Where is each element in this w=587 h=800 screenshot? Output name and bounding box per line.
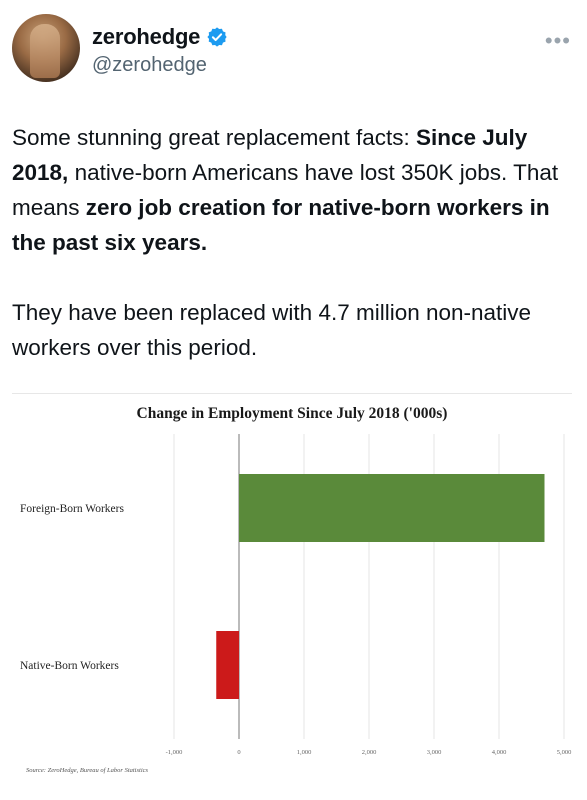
tweet-text: Some stunning great replacement facts: S… [12, 120, 572, 365]
x-tick-label: 5,000 [557, 749, 572, 756]
x-tick-label: 1,000 [297, 749, 312, 756]
employment-bar-chart: Change in Employment Since July 2018 ('0… [20, 405, 572, 774]
chart-title: Change in Employment Since July 2018 ('0… [137, 405, 448, 422]
x-tick-label: -1,000 [166, 749, 183, 756]
x-tick-label: 4,000 [492, 749, 507, 756]
avatar[interactable] [12, 14, 80, 82]
author-name-row: zerohedge [92, 24, 228, 50]
tweet-paragraph-1: Some stunning great replacement facts: S… [12, 125, 559, 255]
category-label: Foreign-Born Workers [20, 503, 124, 515]
category-label: Native-Born Workers [20, 660, 119, 672]
x-tick-label: 3,000 [427, 749, 442, 756]
author-display-name[interactable]: zerohedge [92, 24, 201, 49]
chart-source-note: Source: ZeroHedge, Bureau of Labor Stati… [26, 767, 149, 774]
x-tick-label: 0 [237, 749, 240, 756]
tweet-header: zerohedge @zerohedge ••• [12, 14, 575, 86]
bar-foreign-born [239, 474, 545, 542]
tweet-paragraph-2: They have been replaced with 4.7 million… [12, 300, 532, 360]
author-handle[interactable]: @zerohedge [92, 54, 207, 76]
more-horizontal-icon[interactable]: ••• [544, 28, 571, 53]
chart-image[interactable]: Change in Employment Since July 2018 ('0… [12, 393, 572, 786]
bar-native-born [216, 631, 239, 699]
x-tick-label: 2,000 [362, 749, 377, 756]
verified-badge-icon [207, 27, 227, 47]
